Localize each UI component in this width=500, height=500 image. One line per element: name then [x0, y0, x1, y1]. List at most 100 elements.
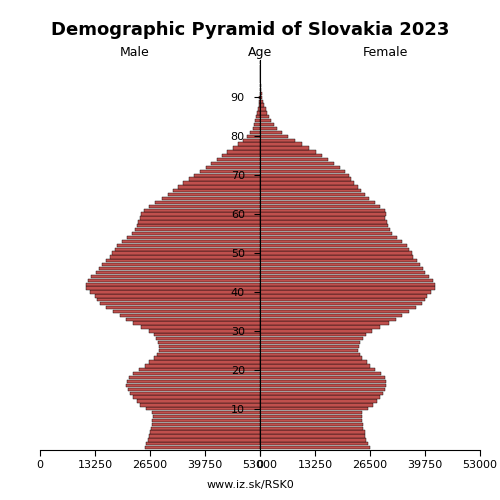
Bar — [260, 430, 364, 434]
Bar — [260, 384, 386, 387]
Bar — [260, 337, 364, 340]
Bar — [98, 298, 260, 302]
Bar — [222, 154, 260, 158]
Bar — [260, 104, 264, 107]
Bar — [260, 146, 310, 150]
Bar — [258, 108, 260, 110]
Bar — [178, 185, 260, 188]
Bar — [260, 372, 381, 376]
Bar — [260, 388, 385, 391]
Bar — [92, 275, 260, 278]
Bar — [260, 185, 358, 188]
Bar — [260, 306, 416, 309]
Bar — [232, 146, 260, 150]
Bar — [260, 419, 362, 422]
Bar — [141, 326, 260, 328]
Bar — [134, 322, 260, 325]
Bar — [168, 193, 260, 196]
Bar — [260, 263, 420, 266]
Bar — [260, 322, 388, 325]
Bar — [260, 271, 425, 274]
Bar — [260, 446, 370, 450]
Bar — [156, 201, 260, 204]
Bar — [144, 364, 260, 368]
Bar — [260, 400, 376, 402]
Bar — [238, 142, 260, 146]
Bar — [260, 286, 435, 290]
Bar — [260, 244, 406, 247]
Bar — [152, 422, 260, 426]
Bar — [260, 240, 402, 243]
Bar — [260, 182, 354, 184]
Bar — [132, 232, 260, 235]
Bar — [158, 341, 260, 344]
Bar — [260, 142, 302, 146]
Bar — [260, 356, 362, 360]
Bar — [260, 115, 269, 118]
Bar — [152, 419, 260, 422]
Bar — [102, 263, 260, 266]
Bar — [260, 368, 376, 372]
Bar — [106, 259, 260, 262]
Bar — [260, 189, 362, 192]
Bar — [260, 204, 380, 208]
Bar — [96, 271, 260, 274]
Bar — [260, 329, 372, 332]
Bar — [260, 162, 334, 165]
Text: www.iz.sk/RSK0: www.iz.sk/RSK0 — [206, 480, 294, 490]
Bar — [227, 150, 260, 154]
Bar — [151, 426, 260, 430]
Bar — [127, 380, 260, 383]
Bar — [260, 294, 427, 298]
Bar — [140, 403, 260, 406]
Bar — [260, 376, 384, 380]
Bar — [154, 333, 260, 336]
Bar — [206, 166, 260, 169]
Bar — [260, 275, 430, 278]
Bar — [126, 384, 260, 387]
Bar — [90, 290, 260, 294]
Bar — [260, 352, 360, 356]
Bar — [246, 134, 260, 138]
Bar — [254, 123, 260, 126]
Bar — [138, 220, 260, 224]
Bar — [260, 123, 274, 126]
Bar — [144, 446, 260, 450]
Bar — [252, 127, 260, 130]
Bar — [260, 220, 386, 224]
Bar — [260, 212, 386, 216]
Bar — [200, 170, 260, 173]
Bar — [260, 256, 413, 258]
Bar — [260, 100, 263, 103]
Bar — [156, 337, 260, 340]
Bar — [149, 434, 260, 438]
Bar — [260, 314, 402, 317]
Bar — [260, 252, 412, 254]
Bar — [100, 302, 260, 306]
Bar — [95, 294, 260, 298]
Bar — [260, 138, 295, 142]
Bar — [260, 134, 288, 138]
Bar — [260, 170, 345, 173]
Text: Male: Male — [120, 46, 150, 59]
Bar — [217, 158, 260, 162]
Bar — [127, 236, 260, 239]
Bar — [132, 372, 260, 376]
Bar — [260, 197, 369, 200]
Bar — [114, 310, 260, 313]
Bar — [260, 236, 397, 239]
Bar — [260, 326, 380, 328]
Bar — [260, 248, 409, 251]
Bar — [260, 193, 364, 196]
Bar — [260, 267, 422, 270]
Bar — [117, 244, 260, 247]
Bar — [140, 216, 260, 220]
Bar — [260, 310, 409, 313]
Bar — [260, 396, 380, 398]
Bar — [260, 380, 386, 383]
Bar — [260, 282, 435, 286]
Bar — [136, 400, 260, 402]
Bar — [260, 290, 432, 294]
Bar — [260, 119, 271, 122]
Bar — [211, 162, 260, 165]
